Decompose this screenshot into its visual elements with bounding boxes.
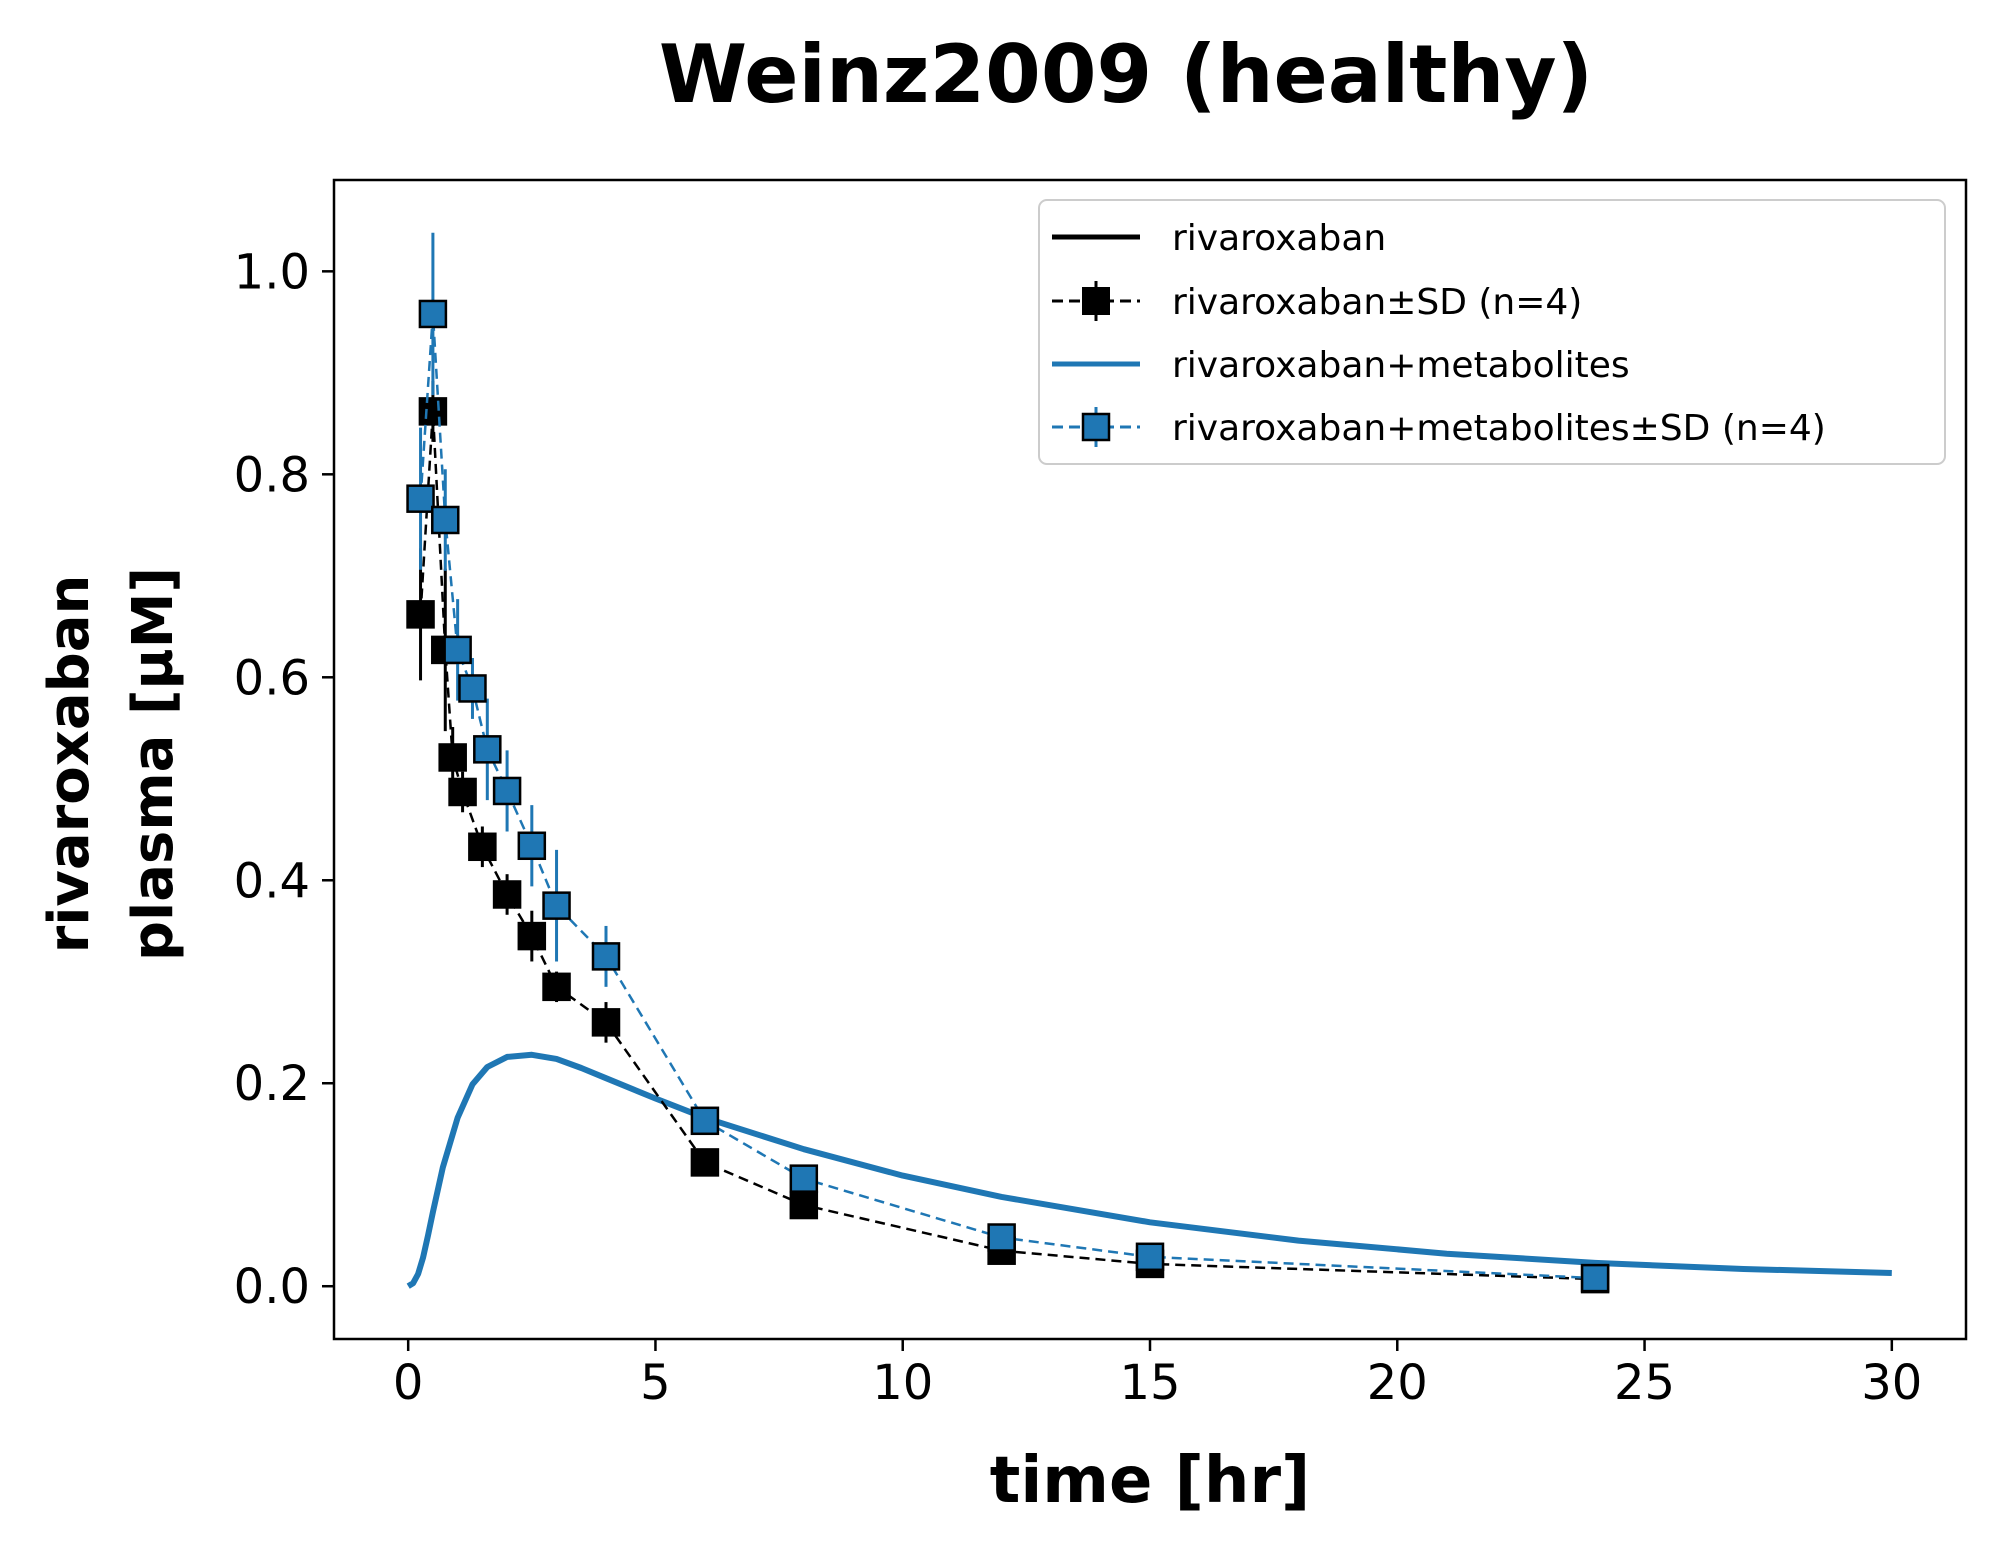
x-axis-label: time [hr] (990, 1444, 1311, 1518)
x-tick-label: 0 (393, 1355, 424, 1411)
data-point (517, 921, 547, 951)
data-point (591, 942, 621, 971)
y-tick-label: 0.4 (234, 853, 310, 909)
data-point (473, 735, 502, 764)
x-tick-label: 30 (1861, 1355, 1922, 1411)
y-axis-label-line2: plasma [µM] (121, 567, 186, 961)
chart-title: Weinz2009 (healthy) (659, 28, 1593, 121)
data-point (690, 1106, 720, 1136)
data-point (492, 880, 522, 909)
y-tick-label: 0.6 (234, 650, 310, 706)
data-point (542, 891, 571, 920)
data-point (448, 777, 477, 807)
legend-marker-metabolites-sd (1081, 412, 1111, 442)
x-tick-label: 5 (640, 1355, 671, 1411)
y-tick-label: 0.2 (234, 1056, 310, 1112)
y-axis-label-line1: rivaroxaban (37, 575, 102, 954)
data-point (1580, 1263, 1610, 1293)
data-point (468, 832, 497, 862)
data-point (542, 972, 571, 1002)
y-tick-label: 1.0 (234, 244, 310, 300)
legend-frame (1038, 199, 1946, 465)
data-point (591, 1008, 621, 1037)
series-dashed-line-3 (419, 313, 1596, 1280)
y-tick-label: 0.0 (234, 1259, 310, 1315)
series-line-2 (406, 1051, 1892, 1289)
axis-ticks: 0 5 10 15 20 25 30 0.0 0.2 0.4 0.6 0.8 1.0 (234, 244, 1923, 1411)
legend-label-metabolites: rivaroxaban+metabolites (1172, 345, 1630, 386)
data-point (458, 674, 487, 703)
data-point (492, 776, 522, 806)
legend-label-rivaroxaban: rivaroxaban (1172, 218, 1386, 259)
plot-area (406, 232, 1892, 1294)
legend-marker-rivaroxaban-sd (1082, 287, 1110, 315)
x-tick-label: 15 (1119, 1355, 1180, 1411)
legend-label-rivaroxaban-sd: rivaroxaban±SD (n=4) (1172, 282, 1582, 323)
x-tick-label: 20 (1367, 1355, 1428, 1411)
data-point (418, 397, 448, 426)
legend-label-metabolites-sd: rivaroxaban+metabolites±SD (n=4) (1172, 408, 1826, 449)
data-point (789, 1190, 819, 1220)
x-tick-label: 10 (872, 1355, 933, 1411)
data-point (1135, 1242, 1165, 1272)
legend: rivaroxaban rivaroxaban±SD (n=4) rivarox… (1038, 199, 1946, 465)
data-point (431, 505, 460, 535)
data-point (406, 600, 435, 629)
data-point (418, 299, 448, 329)
data-point (987, 1223, 1016, 1252)
data-point (438, 743, 467, 772)
x-tick-label: 25 (1614, 1355, 1675, 1411)
y-tick-label: 0.8 (234, 447, 310, 503)
data-point (690, 1148, 720, 1177)
data-point (517, 831, 547, 861)
data-point (789, 1164, 819, 1193)
data-point (443, 635, 472, 665)
data-point (406, 484, 435, 513)
